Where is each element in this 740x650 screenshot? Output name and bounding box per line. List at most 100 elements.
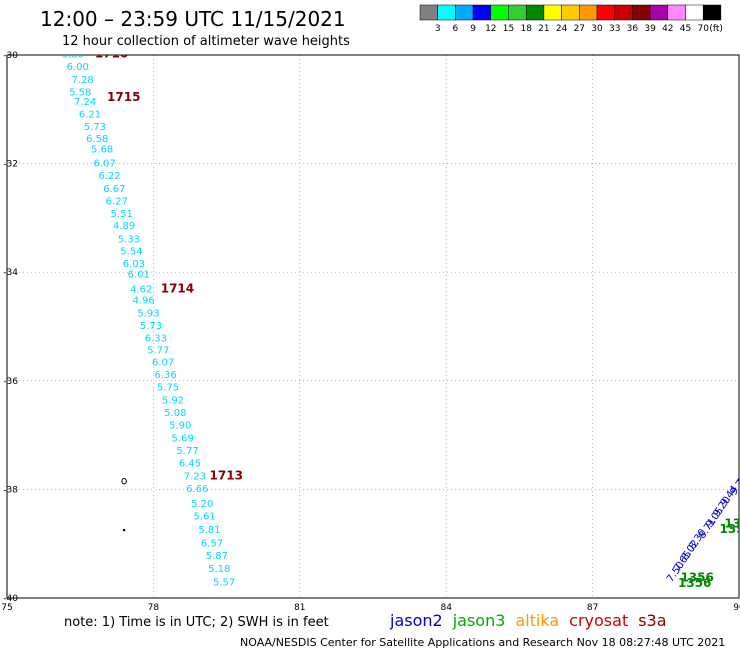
data-point-label: 5.69 [172,434,194,445]
data-point-label: 5.92 [162,396,184,407]
legend-label: 24 [556,24,568,34]
data-point-label: 6.36 [154,370,176,381]
data-point-label: 4.89 [113,221,135,232]
data-point-label: 6.66 [186,484,208,495]
data-point-label: 5.75 [157,383,179,394]
data-point-label: 6.03 [123,259,145,270]
data-point-label: 5.54 [120,246,142,257]
legend-label: 27 [574,24,585,34]
data-point-label: 5.51 [111,209,133,220]
legend-label: 70 [697,24,709,34]
legend-swatch [667,4,686,21]
footer-note: note: 1) Time is in UTC; 2) SWH is in fe… [64,615,329,630]
plot-frame [6,54,740,599]
y-tick-label: -36 [3,377,18,387]
x-tick-label: 78 [148,603,160,613]
data-point-label: 5.81 [198,525,220,536]
data-point-label: 6.21 [79,109,101,120]
legend-label: 6 [453,24,459,34]
satellite-cryosat: cryosat [569,611,628,630]
x-tick-label: 81 [294,603,305,613]
legend-swatch [596,4,615,21]
legend-label: 42 [662,24,673,34]
legend-label: 45 [680,24,691,34]
x-tick-label: 75 [1,603,12,613]
legend-label: 30 [591,24,603,34]
data-point-label: 6.58 [86,134,108,145]
legend-label: 33 [609,24,620,34]
y-tick-label: -34 [3,268,18,278]
legend-label: 21 [538,24,549,34]
legend-label: 3 [435,24,441,34]
legend-swatch [472,4,492,21]
legend-swatch [437,4,456,21]
satellite-jason2: jason2 [389,611,443,630]
data-point-label: 7.28 [72,75,94,86]
satellite-altika: altika [515,611,559,630]
data-point-label: 6.33 [145,334,167,345]
time-label: 1715 [107,90,140,104]
data-point-label: 5.08 [164,408,186,419]
plot-area: 75 78 81 84 87 90 -30 -32 -34 -36 -38 -40 5.806.00 7.… [1,47,740,613]
data-point-label: 5.18 [208,564,230,575]
data-point-label: 6.07 [93,158,115,169]
legend-swatch [525,4,545,21]
y-tick-label: -30 [3,51,18,61]
x-tick-label: 87 [587,603,598,613]
data-point-label: 5.58 [69,88,91,99]
data-point-label: 5.90 [169,421,191,432]
time-label: 1356 [678,576,711,590]
time-label: 1356 [680,571,713,585]
legend-label: 9 [470,24,476,34]
legend-swatch [543,4,562,21]
legend-unit: (ft) [709,24,723,34]
y-tick-label: -32 [3,160,18,170]
data-point-label: 6.45 [179,459,201,470]
x-tick-label: 90 [733,603,740,613]
data-point-label: 9.78 [729,473,740,498]
legend-label: 39 [644,24,656,34]
data-point-label: 5.93 [137,309,159,320]
data-point-label: 5.87 [206,551,228,562]
legend-swatch [614,4,633,21]
time-label: 1357 [719,522,740,536]
data-point-label: 5.57 [213,578,235,589]
data-point-label: 6.07 [152,358,174,369]
color-legend: 3 6 9 12 15 18 21 24 27 30 33 36 39 42 45 70 (ft) [419,4,723,34]
y-tick-label: -38 [3,485,18,495]
data-point-label: 7.23 [184,472,206,483]
legend-swatch [508,4,527,21]
footer-credit: NOAA/NESDIS Center for Satellite Applica… [240,636,725,649]
data-point-label: 5.73 [140,321,162,332]
legend-swatch [561,4,580,21]
legend-swatch [419,4,438,21]
data-point-label: 5.80 [62,50,84,61]
satellite-s3a: s3a [638,611,666,630]
chart-subtitle: 12 hour collection of altimeter wave hei… [62,34,350,49]
satellite-legend: jason2 jason3 altika cryosat s3a [389,611,667,630]
legend-swatch [632,4,651,21]
legend-swatch [490,4,509,21]
data-point-label: 6.67 [103,184,125,195]
data-point-label: 6.27 [106,196,128,207]
data-point-label: 6.57 [201,538,223,549]
legend-swatch [702,4,722,21]
data-point-label: 5.33 [118,234,140,245]
legend-label: 18 [520,24,532,34]
time-label: 1716 [95,47,128,61]
legend-swatch [649,4,669,21]
data-point-label: 7.24 [74,97,96,108]
legend-label: 12 [485,24,496,34]
data-point-label: 6.22 [98,171,120,182]
data-point-label: 5.68 [91,145,113,156]
data-point-label: 5.77 [176,446,198,457]
time-label: 1713 [210,469,243,483]
time-label: 1357 [724,516,740,530]
satellite-jason3: jason3 [452,611,506,630]
legend-swatch [685,4,704,21]
time-label: 1714 [161,281,194,295]
legend-swatch [455,4,474,21]
legend-label: 15 [503,24,514,34]
data-point-label: 4.62 [130,284,152,295]
